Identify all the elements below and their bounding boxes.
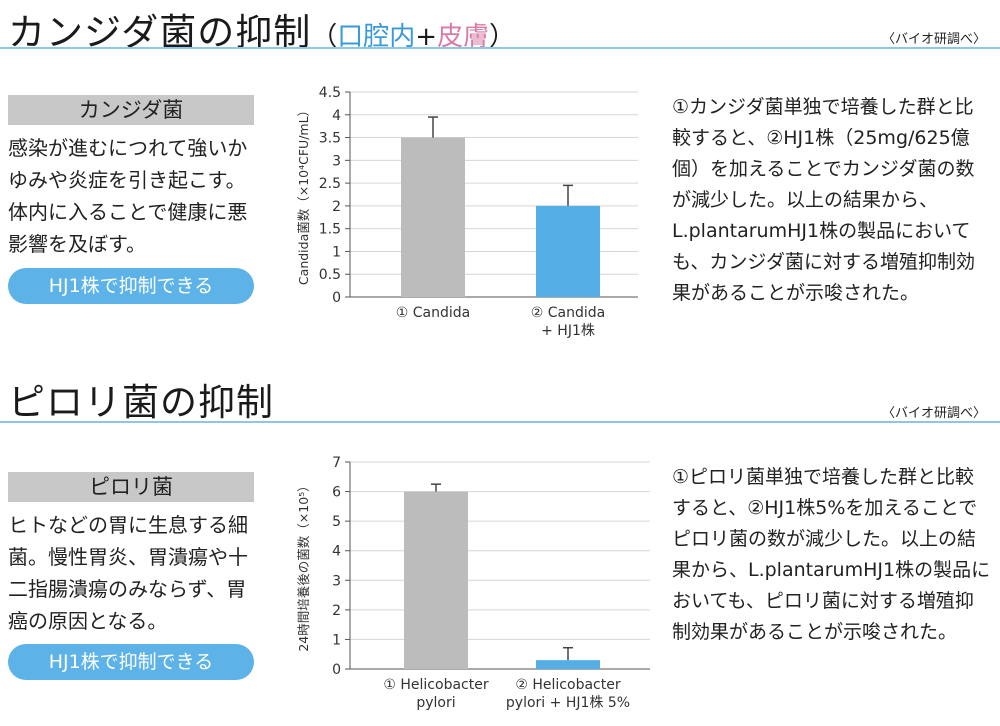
bacteria-description: ヒトなどの胃に生息する細菌。慢性胃炎、胃潰瘍や十二指腸潰瘍のみならず、胃癌の原因… <box>8 513 248 633</box>
suppress-badge: HJ1株で抑制できる <box>8 644 254 680</box>
subtitle-plus: + <box>415 22 438 52</box>
bar <box>536 660 600 669</box>
pylori-chart-svg: 0 1 2 3 4 5 6 7 24時間培養後の菌数（×10⁵） ① Helicobacter py… <box>296 455 650 711</box>
pylori-chart: 0 1 2 3 4 5 6 7 24時間培養後の菌数（×10⁵） ① Helicobacter py… <box>288 450 658 726</box>
bar <box>404 491 468 669</box>
y-tick-label: 3.5 <box>319 131 341 147</box>
section-title: ピロリ菌の抑制 <box>8 381 274 424</box>
title-divider <box>0 421 1000 423</box>
bar <box>536 205 600 297</box>
title-text: カンジダ菌の抑制 <box>8 11 312 54</box>
title-divider <box>0 47 1000 49</box>
y-tick-label: 2 <box>332 199 341 215</box>
x-category-label: ② Candida <box>531 305 605 321</box>
y-axis-label: 24時間培養後の菌数（×10⁵） <box>296 479 311 651</box>
y-tick-label: 4.5 <box>319 85 341 101</box>
candida-section: カンジダ菌の抑制（口腔内+皮膚） 〈バイオ研調べ〉 カンジダ菌 感染が進むにつれ… <box>0 0 1000 362</box>
y-tick-label: 3 <box>332 153 341 169</box>
y-tick-label: 0.5 <box>319 267 341 283</box>
x-category-label: pylori <box>416 695 455 711</box>
x-category-label: + HJ1株 <box>541 323 595 339</box>
x-category-label: pylori + HJ1株 5% <box>506 695 630 711</box>
y-tick-label: 0 <box>332 290 341 306</box>
source-note: 〈バイオ研調べ〉 <box>881 406 986 421</box>
y-tick-label: 5 <box>332 514 341 530</box>
y-tick-label: 3 <box>332 573 341 589</box>
y-axis-label: Candida菌数（×10⁴CFU/mL） <box>296 104 311 285</box>
y-tick-label: 1 <box>332 244 341 260</box>
candida-chart: 0 0.5 1 1.5 2 2.5 3 3.5 4 4.5 Candida菌数（×10⁴CFU/mL… <box>288 80 648 356</box>
bacteria-description: 感染が進むにつれて強いかゆみや炎症を引き起こす。体内に入ることで健康に悪影響を及… <box>8 136 248 256</box>
bacteria-name-box: カンジダ菌 <box>8 95 254 125</box>
x-category-label: ② Helicobacter <box>515 677 620 693</box>
y-tick-label: 7 <box>332 455 341 471</box>
y-tick-label: 2.5 <box>319 176 341 192</box>
x-category-label: ① Candida <box>396 305 470 321</box>
suppress-badge: HJ1株で抑制できる <box>8 268 254 304</box>
y-tick-label: 1.5 <box>319 222 341 238</box>
y-tick-label: 0 <box>332 662 341 678</box>
source-note: 〈バイオ研調べ〉 <box>881 32 986 47</box>
y-tick-label: 4 <box>332 108 341 124</box>
bacteria-name-box: ピロリ菌 <box>8 472 254 502</box>
x-category-label: ① Helicobacter <box>383 677 488 693</box>
candida-chart-svg: 0 0.5 1 1.5 2 2.5 3 3.5 4 4.5 Candida菌数（×10⁴CFU/mL… <box>296 85 638 339</box>
y-tick-label: 4 <box>332 544 341 560</box>
y-tick-label: 2 <box>332 603 341 619</box>
result-text: ①ピロリ菌単独で培養した群と比較すると、②HJ1株5%を加えることでピロリ菌の数… <box>672 466 991 643</box>
result-text: ①カンジダ菌単独で培養した群と比較すると、②HJ1株（25mg/625億個）を加… <box>672 96 976 304</box>
bar <box>401 137 465 297</box>
pylori-section: ピロリ菌の抑制 〈バイオ研調べ〉 ピロリ菌 ヒトなどの胃に生息する細菌。慢性胃炎… <box>0 362 1000 722</box>
y-tick-label: 6 <box>332 485 341 501</box>
y-tick-label: 1 <box>332 632 341 648</box>
